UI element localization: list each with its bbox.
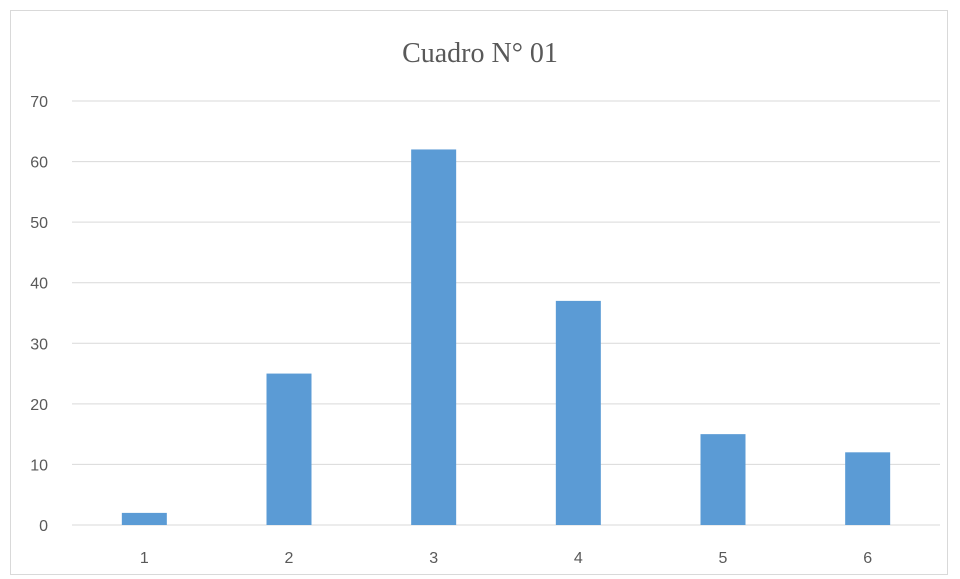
x-tick-label: 4 <box>574 550 583 567</box>
x-axis-tick-labels: 1 2 3 4 5 6 <box>140 550 872 567</box>
y-tick-label: 50 <box>30 215 48 232</box>
bar-6 <box>845 452 891 525</box>
bar-3 <box>411 149 457 525</box>
bar-5 <box>700 434 746 525</box>
bar-2 <box>266 373 312 525</box>
y-tick-label: 60 <box>30 155 48 172</box>
chart-frame <box>10 10 948 575</box>
bar-4 <box>555 300 601 525</box>
chart-title: Cuadro N° 01 <box>402 38 558 69</box>
x-tick-label: 3 <box>429 550 438 567</box>
y-axis-tick-labels: 0 10 20 30 40 50 60 70 <box>30 94 48 535</box>
y-tick-label: 20 <box>30 397 48 414</box>
y-tick-label: 70 <box>30 94 48 111</box>
gridlines <box>72 100 940 526</box>
x-tick-label: 6 <box>863 550 872 567</box>
bar-1 <box>121 512 167 525</box>
x-tick-label: 5 <box>719 550 728 567</box>
bars <box>121 149 891 525</box>
x-tick-label: 2 <box>285 550 294 567</box>
y-tick-label: 10 <box>30 457 48 474</box>
y-tick-label: 40 <box>30 276 48 293</box>
x-tick-label: 1 <box>140 550 149 567</box>
y-tick-label: 0 <box>39 518 48 535</box>
y-tick-label: 30 <box>30 336 48 353</box>
